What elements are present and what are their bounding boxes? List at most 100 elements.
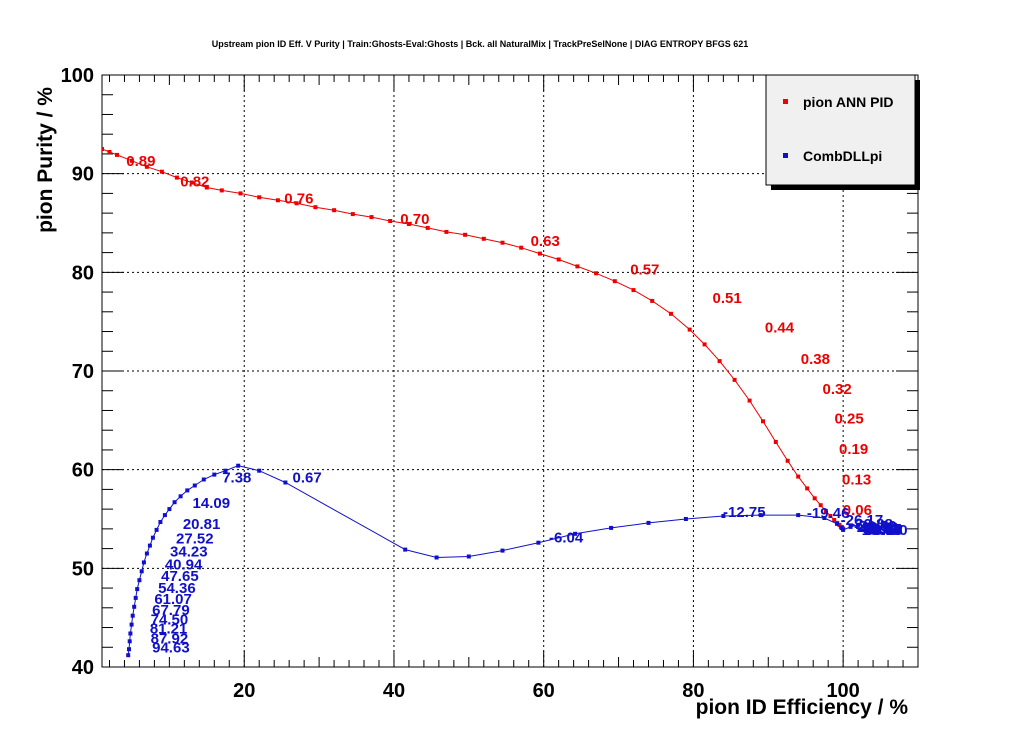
data-label-1-13: 7.38 [222, 470, 251, 487]
series-0-point [556, 257, 561, 262]
data-label-1-16: -12.75 [723, 504, 766, 521]
series-1-point [141, 560, 146, 565]
legend: pion ANN PID CombDLLpi [765, 74, 920, 190]
data-label-1-27: -86.57 [860, 522, 903, 539]
data-label-1-23: -59.72 [858, 521, 901, 538]
series-1-point [135, 587, 140, 592]
series-0-point [818, 503, 823, 508]
series-1-point [500, 548, 505, 553]
y-tick-label-70: 70 [72, 361, 94, 383]
legend-label-dll: CombDLLpi [803, 148, 882, 164]
data-label-1-18: -26.17 [841, 512, 884, 529]
x-tick-label-100: 100 [826, 680, 859, 702]
data-label-0-7: 0.44 [765, 320, 795, 337]
data-label-1-3: 74.50 [151, 612, 189, 629]
series-1-point [129, 622, 134, 627]
x-tick-label-20: 20 [233, 680, 255, 702]
series-0-point [832, 518, 837, 522]
series-0-point [537, 251, 542, 256]
series-0-point [102, 147, 104, 151]
x-tick-label-60: 60 [533, 680, 555, 702]
y-tick-labels: 40 50 60 70 80 90 100 [61, 65, 94, 679]
y-tick-label-100: 100 [61, 65, 94, 87]
series-0-point [805, 486, 810, 491]
legend-marker-ann [783, 99, 788, 104]
y-tick-label-80: 80 [72, 262, 94, 284]
legend-marker-dll [783, 153, 788, 158]
series-0-point [238, 191, 243, 196]
data-label-1-9: 34.23 [170, 544, 208, 561]
data-label-1-26: -79.86 [859, 522, 902, 539]
series-1-point [796, 513, 801, 518]
series-0-point [500, 240, 505, 245]
series-1-point [683, 517, 688, 521]
data-label-1-1: 87.92 [151, 630, 189, 647]
series-1-point [212, 472, 217, 477]
series-0-point [594, 271, 599, 276]
data-label-1-20: -39.59 [854, 518, 897, 535]
series-line-0 [102, 148, 844, 530]
series-0-point [702, 342, 707, 347]
series-1-point [167, 507, 172, 512]
series-1-point [878, 525, 883, 530]
series-1-point [721, 514, 726, 518]
series-1-point [162, 513, 167, 518]
y-axis-label: pion Purity / % [34, 87, 57, 233]
series-0-point [369, 215, 374, 220]
series-1-point [848, 524, 853, 529]
data-label-1-6: 54.36 [158, 580, 196, 597]
grid-lines [102, 75, 918, 667]
series-0-point [785, 458, 790, 463]
series-1-point [185, 488, 190, 493]
series-1-point [132, 604, 137, 609]
series-0-point [812, 496, 817, 501]
y-tick-label-50: 50 [72, 558, 94, 580]
series-1-point [856, 522, 861, 527]
data-label-1-0: 94.63 [152, 639, 190, 656]
series-0-point [444, 229, 449, 234]
data-label-0-2: 0.76 [284, 190, 313, 207]
data-label-0-11: 0.19 [839, 441, 868, 458]
series-1-point [758, 513, 763, 518]
series-0-point [350, 212, 355, 217]
series-1-point [434, 555, 439, 560]
data-label-0-6: 0.51 [712, 290, 741, 307]
series-1-point [646, 520, 651, 525]
series-1-point [178, 494, 183, 499]
series-1-point [150, 535, 155, 540]
series-1-point [147, 543, 152, 548]
series-0-point [650, 298, 655, 303]
series-1-point [133, 595, 138, 600]
series-1-point [236, 463, 241, 468]
series-1-point [871, 524, 876, 529]
series-0-point [669, 311, 673, 316]
series-0-point [732, 377, 737, 382]
y-tick-label-60: 60 [72, 460, 94, 482]
data-label-1-24: -66.44 [859, 521, 902, 538]
series-0-point [796, 474, 801, 479]
data-label-0-5: 0.57 [630, 261, 659, 278]
legend-label-ann: pion ANN PID [803, 94, 893, 110]
series-0-point [388, 219, 393, 223]
data-label-1-11: 20.81 [183, 516, 221, 533]
series-1-point [841, 527, 846, 532]
data-label-1-25: -73.15 [859, 521, 902, 538]
series-0-point [773, 440, 778, 444]
series-0-point [612, 279, 617, 284]
series-1-point [130, 613, 135, 618]
series-1-point [158, 520, 163, 524]
series-0-point [275, 198, 280, 203]
series-0-point [425, 225, 430, 230]
series-1-point [154, 527, 159, 532]
series-1-point [835, 521, 840, 526]
data-label-1-14: 0.67 [292, 470, 321, 487]
x-tick-label-80: 80 [682, 680, 704, 702]
series-1-point [172, 500, 177, 505]
series-0-point [129, 158, 134, 163]
series-0-point [219, 188, 224, 193]
data-label-1-21: -46.30 [856, 519, 899, 536]
legend-box [765, 74, 916, 186]
data-label-1-10: 27.52 [176, 531, 214, 548]
data-label-0-13: 0.06 [843, 502, 872, 519]
series-1-point [863, 523, 868, 528]
